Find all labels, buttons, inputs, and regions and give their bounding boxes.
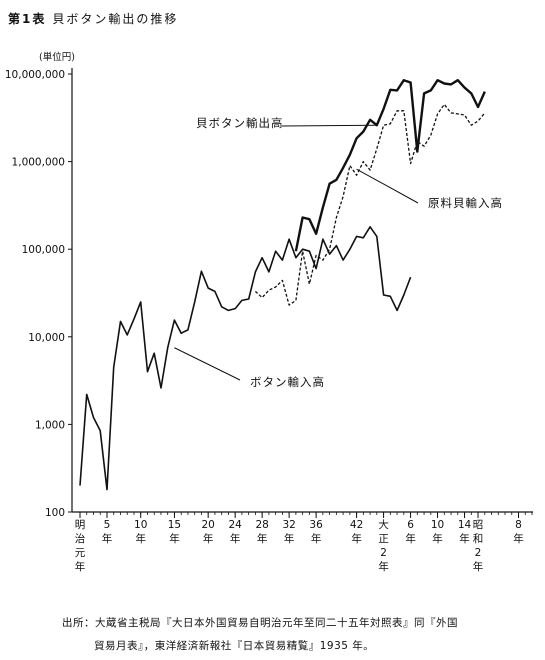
annotation-label: 原料貝輸入高 (428, 196, 503, 210)
x-tick-label: 昭和 2 年 (473, 519, 484, 573)
y-tick-label: 10,000 (28, 332, 65, 344)
source-line-2: 貿易月表』，東洋経済新報社『日本貿易精覧』1935 年。 (94, 640, 375, 652)
table-number: 第1表 (8, 12, 47, 26)
x-tick-label: 10 年 (134, 519, 147, 545)
series-line-2 (294, 79, 486, 252)
x-tick-label: 14 年 (458, 519, 472, 545)
x-tick-label: 28 年 (255, 519, 268, 545)
x-tick-label: 10 年 (431, 519, 444, 545)
y-tick-label: 10,000,000 (5, 69, 65, 81)
y-tick-label: 1,000 (35, 419, 65, 431)
x-tick-label: 大正 2 年 (378, 518, 389, 573)
series-line-1 (254, 103, 486, 306)
annotation-label: 貝ボタン輸出高 (196, 116, 284, 130)
y-tick-label: 1,000,000 (12, 157, 65, 169)
annotation-leader (174, 347, 241, 381)
x-tick-label: 20 年 (201, 519, 214, 545)
chart-title: 第1表 貝ボタン輸出の推移 (8, 10, 178, 27)
series-line-0 (79, 226, 412, 491)
annotation-label: ボタン輸入高 (250, 375, 325, 389)
x-tick-label: 24 年 (228, 519, 242, 545)
x-tick-label: 15 年 (168, 519, 181, 545)
y-axis-unit: (単位円) (39, 52, 75, 63)
title-text: 貝ボタン輸出の推移 (52, 12, 179, 26)
y-tick-label: 100 (45, 507, 65, 519)
x-tick-label: 42 年 (350, 519, 363, 545)
x-tick-label: 32 年 (282, 519, 295, 545)
annotation-leader (281, 124, 377, 127)
x-tick-label: 36 年 (309, 519, 323, 545)
x-tick-label: 明治元年 (75, 519, 86, 573)
source-note: 出所：大蔵省主税局『大日本外国貿易自明治元年至同二十五年対照表』同『外国 貿易月… (62, 612, 458, 658)
source-line-1: 出所：大蔵省主税局『大日本外国貿易自明治元年至同二十五年対照表』同『外国 (62, 617, 458, 629)
y-tick-label: 100,000 (22, 244, 65, 256)
annotation-leader (356, 168, 419, 204)
